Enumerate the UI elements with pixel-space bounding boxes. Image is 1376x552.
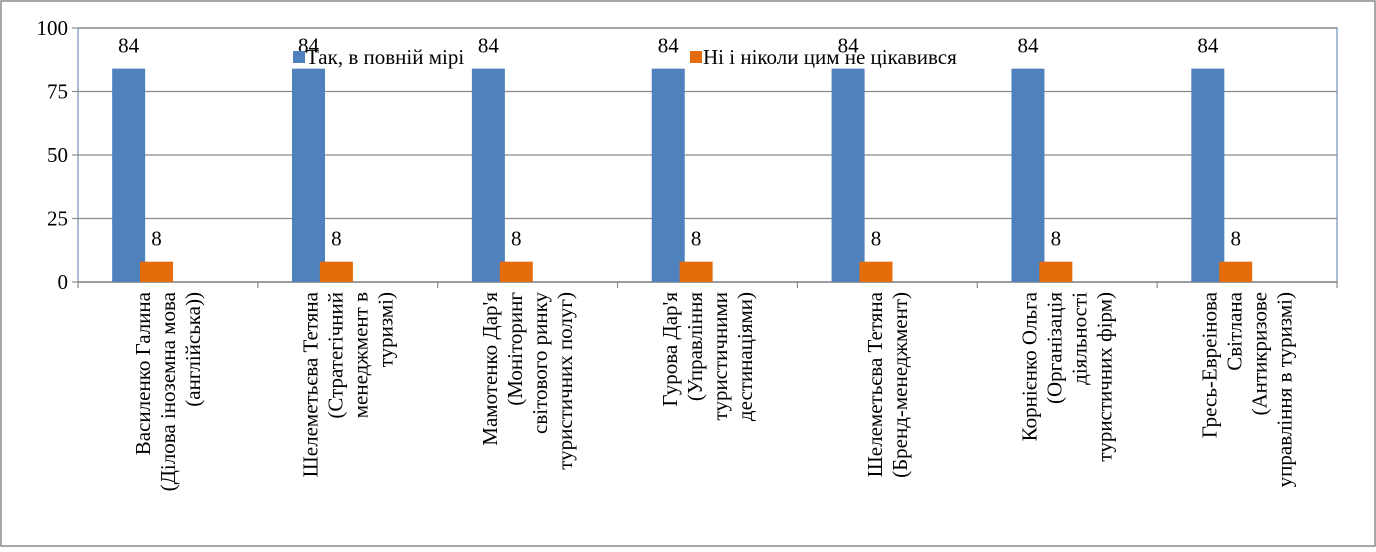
bar — [859, 261, 893, 282]
y-tick-label: 75 — [47, 80, 68, 104]
data-label: 84 — [658, 34, 680, 58]
bar — [1011, 68, 1045, 282]
data-label: 84 — [1017, 34, 1039, 58]
category-label-line: Світлана — [1223, 291, 1247, 370]
data-label: 8 — [691, 227, 702, 251]
data-label: 8 — [1230, 227, 1241, 251]
bar — [112, 68, 146, 282]
bar — [651, 68, 685, 282]
legend-swatch — [690, 51, 702, 63]
category-label: Корнієнко Ольга (Організація діяльності тур… — [1018, 291, 1117, 461]
data-label: 84 — [1197, 34, 1219, 58]
category-label-line: (Моніторинг — [503, 292, 527, 406]
category-label-line: (Організація — [1043, 292, 1067, 404]
bar — [292, 68, 326, 282]
category-label-line: (англійська)) — [181, 292, 205, 407]
category-label-line: (Стратегічний — [323, 292, 347, 419]
category-label-line: діяльності — [1068, 292, 1092, 385]
category-label: Василенко Галина (Ділова іноземна мова (ан… — [131, 291, 205, 491]
category-label-line: туристичними — [708, 292, 732, 420]
data-label: 8 — [331, 227, 342, 251]
bar — [319, 261, 353, 282]
data-label: 84 — [478, 34, 500, 58]
category-label: Шелеметьєва Тетяна (Бренд-менеджмент) — [863, 291, 912, 478]
y-tick-label: 0 — [58, 270, 69, 294]
data-label: 84 — [838, 34, 860, 58]
data-label: 8 — [151, 227, 162, 251]
category-label-line: Мамотенко Дар'я — [478, 292, 502, 446]
category-label-line: Шелеметьєва Тетяна — [298, 291, 322, 477]
data-label: 84 — [118, 34, 140, 58]
category-label-line: туристичних полуг) — [553, 292, 577, 470]
bar — [679, 261, 713, 282]
bar — [140, 261, 174, 282]
bar — [1219, 261, 1253, 282]
category-label-line: туристичних фірм) — [1093, 292, 1117, 462]
legend: Так, в повній мірі Ні і ніколи цим не цік… — [293, 45, 957, 69]
category-label-line: дестинаціями) — [733, 292, 757, 421]
bar — [1191, 68, 1225, 282]
data-label: 8 — [871, 227, 882, 251]
category-label-line: менеджмент в — [348, 292, 372, 418]
category-label: Мамотенко Дар'я (Моніторинг світового ринк… — [478, 292, 577, 470]
category-label: Шелеметьєва Тетяна (Стратегічний менеджмен… — [298, 291, 397, 477]
bar — [831, 68, 865, 282]
bar — [471, 68, 505, 282]
y-tick-label: 100 — [37, 16, 69, 40]
category-label-line: Корнієнко Ольга — [1018, 291, 1042, 441]
category-label-line: туризмі) — [373, 292, 397, 367]
y-tick-label: 25 — [47, 207, 68, 231]
category-label-line: Гресь-Евреінова — [1198, 291, 1222, 438]
data-label: 8 — [1051, 227, 1062, 251]
data-labels: 84 84 84 84 84 84 848 8 8 8 8 8 8 — [118, 34, 1241, 251]
legend-swatch — [293, 51, 305, 63]
category-label-line: Гурова Дар'я — [658, 292, 682, 407]
category-label-line: світового ринку — [528, 292, 552, 434]
category-label-line: (Управління — [683, 292, 707, 402]
bar — [499, 261, 533, 282]
bar — [1039, 261, 1073, 282]
category-label-line: управління в туризмі) — [1273, 292, 1297, 487]
legend-label: Так, в повній мірі — [306, 45, 464, 69]
data-label: 8 — [511, 227, 522, 251]
category-label: Гресь-Евреінова Світлана (Антикризове управ… — [1198, 291, 1297, 487]
y-tick-label: 50 — [47, 143, 68, 167]
category-labels: Василенко Галина (Ділова іноземна мова (ан… — [131, 291, 1297, 491]
category-label-line: (Антикризове — [1248, 292, 1272, 416]
category-label: Гурова Дар'я (Управління туристичними дести… — [658, 292, 757, 421]
category-label-line: Василенко Галина — [131, 291, 155, 455]
legend-label: Ні і ніколи цим не цікавився — [703, 45, 957, 69]
category-label-line: Шелеметьєва Тетяна — [863, 291, 887, 477]
bars — [112, 68, 1253, 282]
category-label-line: (Ділова іноземна мова — [156, 291, 180, 491]
category-label-line: (Бренд-менеджмент) — [888, 292, 912, 478]
